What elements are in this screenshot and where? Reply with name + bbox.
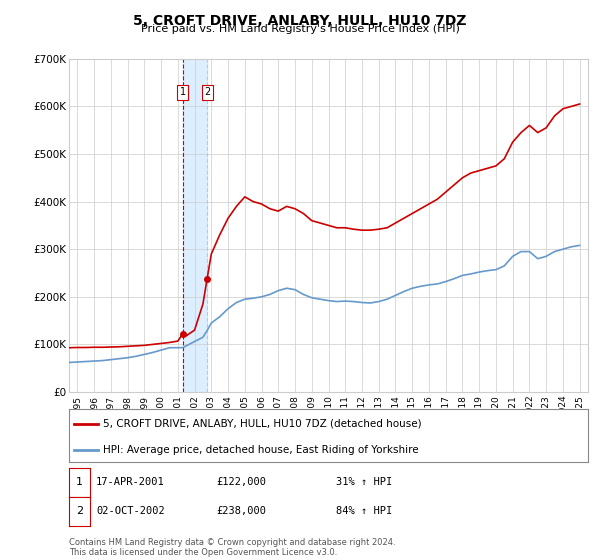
Text: £238,000: £238,000 [216, 506, 266, 516]
Text: 17-APR-2001: 17-APR-2001 [96, 477, 165, 487]
Text: 5, CROFT DRIVE, ANLABY, HULL, HU10 7DZ (detached house): 5, CROFT DRIVE, ANLABY, HULL, HU10 7DZ (… [103, 419, 421, 429]
Text: 2: 2 [204, 87, 210, 97]
Bar [182, 59, 207, 392]
Text: 2: 2 [76, 506, 83, 516]
Text: Price paid vs. HM Land Registry's House Price Index (HPI): Price paid vs. HM Land Registry's House … [140, 24, 460, 34]
Text: 31% ↑ HPI: 31% ↑ HPI [336, 477, 392, 487]
Text: 5, CROFT DRIVE, ANLABY, HULL, HU10 7DZ: 5, CROFT DRIVE, ANLABY, HULL, HU10 7DZ [133, 14, 467, 28]
Text: 1: 1 [76, 477, 83, 487]
Text: 84% ↑ HPI: 84% ↑ HPI [336, 506, 392, 516]
Text: 1: 1 [179, 87, 186, 97]
Text: Contains HM Land Registry data © Crown copyright and database right 2024.
This d: Contains HM Land Registry data © Crown c… [69, 538, 395, 557]
Text: 02-OCT-2002: 02-OCT-2002 [96, 506, 165, 516]
Text: £122,000: £122,000 [216, 477, 266, 487]
Text: HPI: Average price, detached house, East Riding of Yorkshire: HPI: Average price, detached house, East… [103, 445, 418, 455]
